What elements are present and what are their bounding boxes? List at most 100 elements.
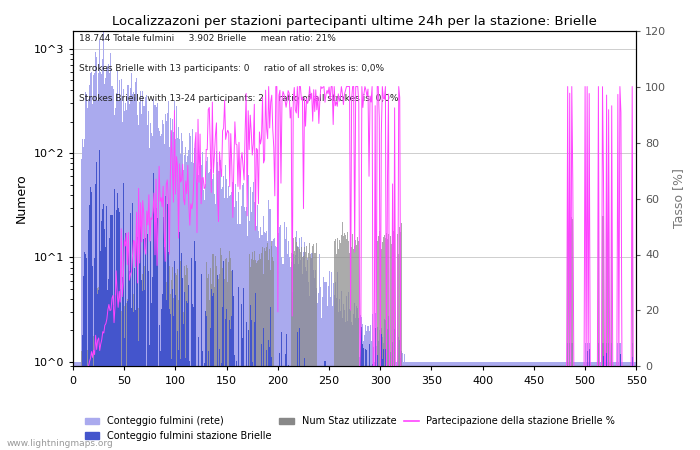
Bar bbox=[370, 401, 372, 450]
Bar bbox=[235, 382, 237, 450]
Bar bbox=[295, 431, 296, 450]
Bar bbox=[571, 390, 573, 450]
Bar bbox=[314, 369, 315, 450]
Bar bbox=[208, 173, 209, 450]
Bar bbox=[270, 307, 271, 450]
Bar bbox=[216, 390, 217, 450]
Text: Strokes Brielle with 13-24 participants: 2     ratio of all strokes is: 0,0%: Strokes Brielle with 13-24 participants:… bbox=[78, 94, 398, 104]
Bar bbox=[582, 362, 584, 450]
Bar bbox=[480, 362, 481, 450]
Bar bbox=[246, 236, 248, 450]
Bar bbox=[241, 185, 243, 450]
Bar bbox=[96, 162, 97, 450]
Bar bbox=[130, 88, 131, 450]
Bar bbox=[222, 307, 223, 450]
Bar bbox=[325, 361, 326, 450]
Bar bbox=[116, 210, 117, 450]
Bar bbox=[368, 344, 370, 450]
Bar bbox=[361, 317, 363, 450]
Bar bbox=[605, 362, 606, 450]
Bar bbox=[304, 358, 305, 450]
Bar bbox=[463, 362, 465, 450]
Bar bbox=[330, 272, 332, 450]
Bar bbox=[235, 184, 237, 450]
Bar bbox=[118, 208, 119, 450]
Bar bbox=[134, 97, 135, 450]
Bar bbox=[380, 356, 381, 450]
Bar bbox=[85, 253, 86, 450]
Bar bbox=[177, 138, 178, 450]
Bar bbox=[213, 174, 214, 450]
Bar bbox=[111, 215, 113, 450]
Bar bbox=[393, 346, 394, 450]
Bar bbox=[379, 329, 380, 450]
Bar bbox=[458, 362, 460, 450]
Bar bbox=[435, 362, 436, 450]
Bar bbox=[343, 304, 344, 450]
Bar bbox=[552, 362, 553, 450]
Bar bbox=[597, 362, 598, 450]
Bar bbox=[189, 133, 190, 450]
Bar bbox=[275, 372, 276, 450]
Bar bbox=[312, 386, 313, 450]
Bar bbox=[87, 390, 88, 450]
Bar bbox=[172, 288, 173, 450]
Bar bbox=[176, 106, 177, 450]
Bar bbox=[476, 362, 477, 450]
Bar bbox=[125, 104, 126, 450]
Bar bbox=[310, 258, 312, 450]
Bar bbox=[226, 179, 228, 450]
Bar bbox=[381, 334, 382, 450]
Bar bbox=[141, 114, 142, 450]
Bar bbox=[129, 271, 130, 450]
Bar bbox=[427, 362, 428, 450]
Bar bbox=[139, 102, 140, 450]
Bar bbox=[266, 350, 267, 450]
Bar bbox=[251, 320, 252, 450]
Bar bbox=[209, 373, 210, 450]
Bar bbox=[341, 292, 342, 450]
Bar bbox=[617, 343, 618, 450]
Bar bbox=[252, 192, 253, 450]
Bar bbox=[512, 362, 513, 450]
Bar bbox=[147, 234, 148, 450]
Bar bbox=[239, 225, 241, 450]
Bar bbox=[308, 428, 309, 450]
Bar bbox=[545, 362, 546, 450]
Bar bbox=[410, 362, 412, 450]
Bar bbox=[524, 362, 525, 450]
Bar bbox=[147, 125, 148, 450]
Bar bbox=[100, 72, 102, 450]
Bar bbox=[160, 309, 162, 450]
Bar bbox=[293, 405, 294, 450]
Bar bbox=[338, 312, 339, 450]
Bar bbox=[190, 136, 191, 450]
Bar bbox=[133, 312, 134, 450]
Bar bbox=[201, 274, 202, 450]
Bar bbox=[596, 362, 597, 450]
Bar bbox=[223, 261, 224, 450]
Bar bbox=[257, 374, 258, 450]
Bar bbox=[199, 437, 201, 450]
Bar bbox=[408, 362, 409, 450]
Bar bbox=[183, 170, 184, 450]
Bar bbox=[335, 282, 336, 450]
Bar bbox=[144, 106, 146, 450]
Bar bbox=[392, 432, 393, 450]
Bar bbox=[275, 246, 276, 450]
Bar bbox=[117, 71, 118, 450]
Bar bbox=[440, 362, 441, 450]
Bar bbox=[95, 52, 96, 450]
Bar bbox=[593, 362, 594, 450]
Bar bbox=[186, 162, 188, 450]
Bar bbox=[430, 362, 431, 450]
Bar bbox=[250, 305, 251, 450]
Bar bbox=[162, 217, 164, 450]
Bar bbox=[132, 94, 133, 450]
Bar bbox=[159, 130, 160, 450]
Bar bbox=[85, 92, 86, 450]
Bar bbox=[141, 280, 142, 450]
Bar bbox=[96, 57, 97, 450]
Bar bbox=[168, 101, 169, 450]
Bar bbox=[388, 316, 389, 450]
